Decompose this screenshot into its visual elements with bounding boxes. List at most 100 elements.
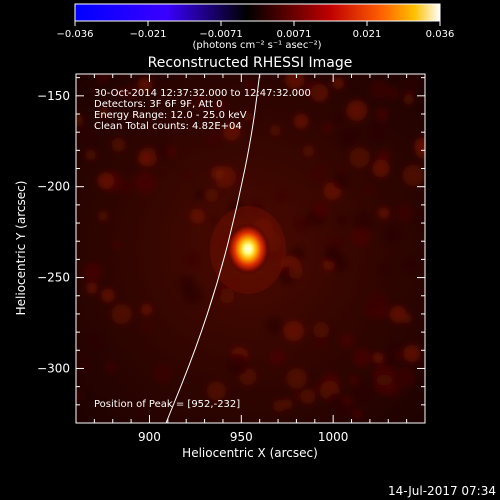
- speckle: [244, 112, 254, 122]
- peak-position-label: Position of Peak = [952,-232]: [94, 399, 240, 410]
- speckle: [194, 95, 208, 109]
- flare-source: [226, 223, 270, 275]
- speckle: [331, 112, 345, 126]
- x-axis-label: Heliocentric X (arcsec): [182, 446, 318, 460]
- speckle: [274, 190, 288, 203]
- speckle: [393, 366, 416, 389]
- colorbar: [74, 3, 441, 22]
- speckle: [324, 245, 341, 262]
- speckle: [111, 137, 126, 152]
- speckle: [372, 159, 390, 178]
- speckle: [294, 391, 303, 400]
- speckle: [373, 363, 396, 386]
- speckle: [283, 320, 304, 342]
- speckle: [378, 207, 390, 219]
- speckle: [340, 333, 355, 348]
- speckle: [182, 285, 203, 306]
- observation-info: 30-Oct-2014 12:37:32.000 to 12:47:32.000…: [94, 88, 311, 132]
- speckle: [293, 216, 310, 233]
- speckle: [308, 164, 327, 183]
- speckle: [414, 137, 425, 155]
- speckle: [205, 131, 223, 148]
- speckle: [155, 143, 172, 161]
- speckle: [363, 184, 374, 196]
- colorbar-tick-label: −0.036: [56, 29, 93, 40]
- x-axis-tick-labels: 900 950 1000: [138, 430, 348, 444]
- speckle: [113, 240, 122, 249]
- speckle: [379, 262, 393, 276]
- speckle: [346, 100, 368, 121]
- y-tick-label: −300: [37, 361, 70, 375]
- speckle: [337, 166, 346, 175]
- speckle: [226, 353, 249, 376]
- info-line: 30-Oct-2014 12:37:32.000 to 12:47:32.000: [94, 88, 311, 99]
- speckle: [138, 151, 153, 166]
- speckle: [85, 333, 104, 352]
- speckle: [265, 317, 283, 335]
- colorbar-tick-label: 0.0071: [277, 29, 312, 40]
- render-timestamp: 14-Jul-2017 07:34: [388, 484, 496, 498]
- plot-frame: [75, 73, 426, 424]
- speckle: [83, 262, 102, 282]
- speckle: [140, 303, 153, 316]
- x-axis-ticks: [93, 74, 408, 423]
- speckle: [382, 223, 403, 244]
- speckle: [284, 74, 305, 90]
- plot-area: [76, 74, 425, 423]
- speckle: [312, 321, 330, 339]
- speckle: [122, 85, 138, 100]
- speckle: [377, 149, 391, 163]
- speckle: [331, 76, 345, 90]
- speckle: [312, 201, 329, 218]
- colorbar-tick-label: 0.021: [353, 29, 382, 40]
- speckle: [205, 188, 219, 203]
- speckle: [300, 388, 316, 405]
- speckle: [315, 337, 328, 350]
- speckle: [230, 172, 243, 185]
- speckle: [286, 367, 308, 389]
- colorbar-tick-label: −0.0071: [199, 29, 242, 40]
- speckle: [366, 291, 388, 313]
- info-line: Energy Range: 12.0 - 25.0 keV: [94, 110, 247, 121]
- speckle: [86, 282, 98, 294]
- speckle: [183, 251, 201, 268]
- chart-title: Reconstructed RHESSI Image: [148, 55, 353, 71]
- info-line: Detectors: 3F 6F 9F, Att 0: [94, 99, 222, 110]
- speckle: [414, 212, 425, 231]
- y-tick-label: −200: [37, 180, 70, 194]
- speckle: [133, 404, 150, 421]
- speckle: [372, 352, 384, 364]
- speckle: [189, 208, 205, 224]
- speckle: [349, 147, 371, 168]
- speckle: [403, 344, 421, 363]
- speckle: [352, 408, 363, 420]
- speckle: [401, 313, 412, 324]
- colorbar-tick-labels: −0.036 −0.021 −0.0071 0.0071 0.021 0.036: [56, 29, 454, 40]
- speckle: [401, 257, 418, 274]
- speckle: [403, 94, 415, 105]
- speckle: [90, 84, 100, 95]
- speckle: [376, 108, 389, 121]
- speckle: [322, 259, 335, 271]
- y-tick-label: −150: [37, 89, 70, 103]
- speckle: [367, 120, 388, 141]
- speckle: [327, 393, 344, 410]
- speckle: [104, 361, 117, 374]
- speckle: [76, 351, 92, 373]
- x-tick-label: 1000: [318, 430, 349, 444]
- speckle: [140, 320, 153, 333]
- colorbar-ticks: [74, 21, 441, 26]
- speckle: [111, 303, 132, 325]
- speckle: [134, 171, 157, 194]
- speckle: [214, 100, 226, 112]
- speckle: [97, 172, 115, 190]
- speckle: [337, 214, 349, 227]
- speckle: [76, 389, 83, 402]
- speckle: [352, 348, 372, 368]
- speckle: [269, 124, 281, 136]
- speckle: [293, 113, 309, 129]
- speckle: [137, 77, 153, 92]
- speckle: [115, 88, 124, 97]
- speckle: [269, 348, 286, 366]
